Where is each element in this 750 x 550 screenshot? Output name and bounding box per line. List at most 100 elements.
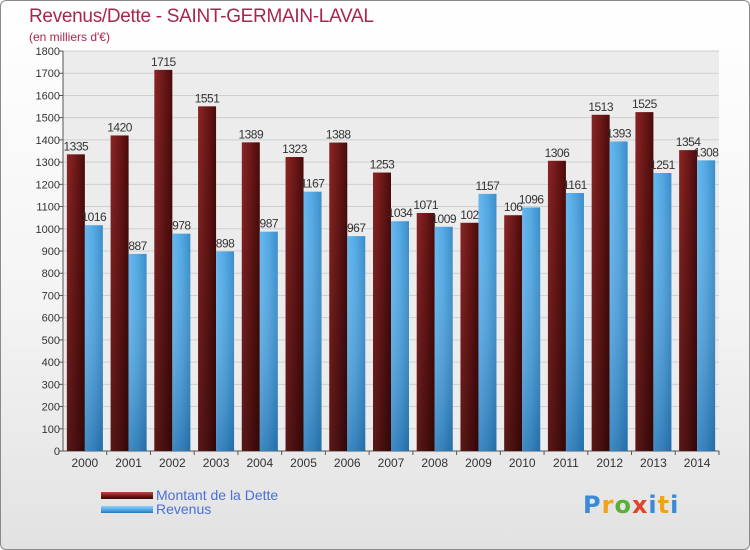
y-tick-label: 1400 <box>36 135 60 147</box>
bar-revenue-shade-2014 <box>697 160 716 452</box>
bar-debt-shade-2000 <box>66 154 85 452</box>
legend-item-debt: Montant de la Dette <box>101 487 279 503</box>
value-label-revenue-2009: 1157 <box>476 179 501 193</box>
value-label-revenue-2005: 1167 <box>301 177 326 191</box>
value-label-debt-2011: 1306 <box>545 146 571 160</box>
bar-debt-shade-2010 <box>504 215 523 451</box>
proxiti-logo: Proxiti <box>583 491 680 519</box>
bar-debt-shade-2013 <box>635 112 654 451</box>
bar-revenue-shade-2011 <box>565 193 584 451</box>
x-tick-label-2009: 2009 <box>465 456 492 470</box>
value-label-debt-2000: 1335 <box>64 139 90 153</box>
x-tick-label-2010: 2010 <box>509 456 536 470</box>
value-label-debt-2008: 1071 <box>413 198 439 212</box>
bar-debt-shade-2005 <box>285 157 304 451</box>
bar-revenue-shade-2002 <box>172 233 191 451</box>
x-tick-label-2005: 2005 <box>290 456 317 470</box>
value-label-debt-2002: 1715 <box>151 55 177 69</box>
x-tick-label-2008: 2008 <box>421 456 448 470</box>
y-tick-label: 1700 <box>36 68 60 80</box>
y-tick-label: 1300 <box>36 157 60 169</box>
value-label-debt-2007: 1253 <box>370 158 396 172</box>
bar-debt-shade-2002 <box>154 69 173 451</box>
bar-revenue-shade-2001 <box>128 253 147 451</box>
value-label-revenue-2012: 1393 <box>606 126 632 140</box>
bar-revenue-shade-2003 <box>216 251 235 451</box>
bar-revenue-shade-2006 <box>347 236 366 451</box>
bar-revenue-shade-2005 <box>303 191 322 451</box>
x-tick-label-2000: 2000 <box>72 456 99 470</box>
value-label-debt-2010: 106 <box>504 200 523 214</box>
value-label-revenue-2013: 1251 <box>650 158 676 172</box>
legend-swatch-debt <box>101 491 153 499</box>
bar-debt-shade-2007 <box>373 172 391 452</box>
y-tick-label: 900 <box>42 246 60 258</box>
y-tick-label: 1800 <box>36 46 60 58</box>
y-tick-label: 800 <box>42 268 60 280</box>
bar-debt-shade-2006 <box>329 142 348 452</box>
y-tick-label: 1000 <box>36 224 60 236</box>
y-tick-label: 1100 <box>36 202 60 214</box>
bar-debt-shade-2012 <box>591 114 610 452</box>
x-tick-label-2012: 2012 <box>596 456 623 470</box>
value-label-debt-2013: 1525 <box>632 97 658 111</box>
bar-debt-shade-2009 <box>460 222 479 451</box>
bar-revenue-shade-2007 <box>391 221 409 451</box>
legend-label-debt: Montant de la Dette <box>156 487 279 503</box>
y-tick-label: 1200 <box>36 179 60 191</box>
bar-revenue-shade-2009 <box>478 193 497 451</box>
legend-item-revenue: Revenus <box>101 501 278 517</box>
x-tick-label-2002: 2002 <box>159 456 186 470</box>
bar-revenue-shade-2008 <box>434 226 453 451</box>
bar-debt-shade-2008 <box>416 213 435 451</box>
x-tick-label-2001: 2001 <box>115 456 142 470</box>
value-label-debt-2003: 1551 <box>195 91 221 105</box>
value-label-debt-2006: 1388 <box>326 128 352 142</box>
y-tick-label: 1600 <box>36 90 60 102</box>
y-tick-label: 300 <box>42 379 60 391</box>
chart-title: Revenus/Dette - SAINT-GERMAIN-LAVAL <box>29 6 374 27</box>
bar-debt-shade-2003 <box>198 106 217 451</box>
x-tick-label-2006: 2006 <box>334 456 361 470</box>
value-label-revenue-2002: 978 <box>172 219 191 233</box>
value-label-revenue-2001: 887 <box>128 239 147 253</box>
value-label-debt-2004: 1389 <box>238 127 264 141</box>
y-tick-label: 0 <box>54 446 60 458</box>
bar-revenue-shade-2004 <box>259 231 278 451</box>
y-tick-label: 400 <box>42 357 60 369</box>
y-tick-label: 100 <box>42 424 60 436</box>
x-tick-label-2014: 2014 <box>684 456 711 470</box>
value-label-debt-2005: 1323 <box>282 142 308 156</box>
value-label-revenue-2007: 1034 <box>388 206 414 220</box>
value-label-debt-2014: 1354 <box>676 135 702 149</box>
value-label-revenue-2004: 987 <box>260 217 279 231</box>
value-label-revenue-2014: 1308 <box>694 145 720 159</box>
y-tick-label: 1500 <box>36 113 60 125</box>
bar-debt-shade-2011 <box>547 160 566 451</box>
bar-debt-shade-2014 <box>679 150 698 451</box>
y-tick-label: 500 <box>42 335 60 347</box>
value-label-revenue-2006: 967 <box>347 221 366 235</box>
x-tick-label-2003: 2003 <box>203 456 230 470</box>
legend: Montant de la Dette Revenus <box>101 487 279 517</box>
value-label-revenue-2011: 1161 <box>563 178 588 192</box>
y-tick-label: 200 <box>42 402 60 414</box>
legend-label-revenue: Revenus <box>156 501 212 517</box>
value-label-revenue-2008: 1009 <box>431 212 457 226</box>
chart-subtitle: (en milliers d'€) <box>29 30 110 44</box>
x-tick-label-2013: 2013 <box>640 456 667 470</box>
bar-revenue-shade-2012 <box>609 141 628 451</box>
bar-revenue-shade-2013 <box>653 173 672 451</box>
value-label-revenue-2010: 1096 <box>519 192 545 206</box>
bar-debt-shade-2001 <box>110 135 129 451</box>
bar-debt-shade-2004 <box>241 142 260 452</box>
y-tick-label: 600 <box>42 313 60 325</box>
bar-revenue-shade-2000 <box>84 225 103 451</box>
value-label-revenue-2003: 898 <box>216 236 235 250</box>
bar-revenue-shade-2010 <box>522 207 541 451</box>
x-tick-label-2004: 2004 <box>246 456 273 470</box>
value-label-debt-2012: 1513 <box>588 100 614 114</box>
y-tick-label: 700 <box>42 290 60 302</box>
